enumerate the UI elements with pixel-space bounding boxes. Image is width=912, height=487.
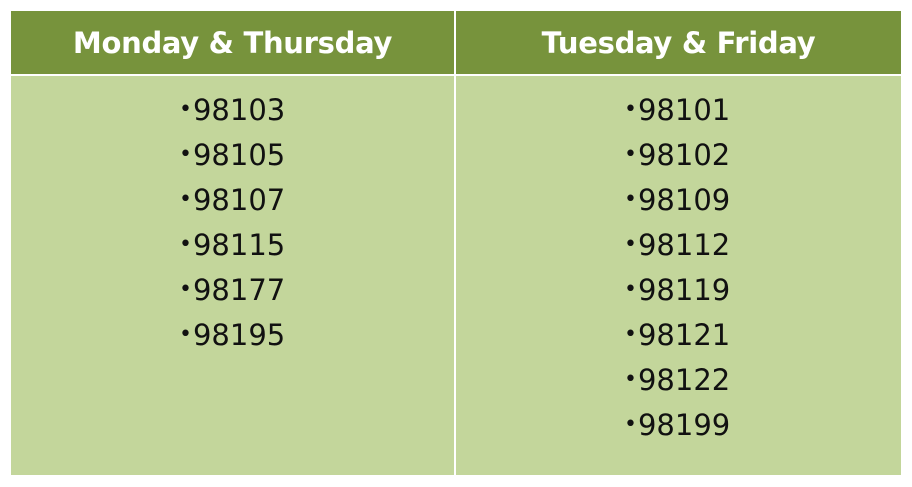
bullet-icon: • — [624, 277, 637, 302]
bullet-icon: • — [624, 187, 637, 212]
zip-code: 98112 — [637, 228, 731, 262]
list-item: •98102 — [624, 132, 730, 177]
bullet-icon: • — [179, 142, 192, 167]
list-item: •98121 — [624, 312, 730, 357]
list-item: •98119 — [624, 267, 730, 312]
list-item: •98101 — [624, 87, 730, 132]
zip-code-schedule-table: Monday & Thursday Tuesday & Friday •9810… — [11, 11, 901, 475]
zip-code: 98102 — [637, 138, 731, 172]
bullet-icon: • — [179, 322, 192, 347]
list-item: •98107 — [179, 177, 285, 222]
list-item: •98115 — [179, 222, 285, 267]
zip-code: 98119 — [637, 273, 731, 307]
zip-code: 98199 — [637, 408, 731, 442]
zip-code: 98103 — [192, 93, 286, 127]
list-item: •98112 — [624, 222, 730, 267]
zip-code: 98122 — [637, 363, 731, 397]
column-header-tuesday-friday: Tuesday & Friday — [456, 11, 901, 74]
zip-list-monday-thursday: •98103 •98105 •98107 •98115 •98177 •9819… — [179, 87, 285, 357]
bullet-icon: • — [179, 277, 192, 302]
zip-cell-tuesday-friday: •98101 •98102 •98109 •98112 •98119 •9812… — [456, 76, 901, 475]
bullet-icon: • — [624, 412, 637, 437]
list-item: •98122 — [624, 357, 730, 402]
zip-code: 98109 — [637, 183, 731, 217]
bullet-icon: • — [179, 232, 192, 257]
zip-code: 98177 — [192, 273, 286, 307]
list-item: •98195 — [179, 312, 285, 357]
bullet-icon: • — [179, 97, 192, 122]
bullet-icon: • — [624, 142, 637, 167]
list-item: •98103 — [179, 87, 285, 132]
column-header-monday-thursday: Monday & Thursday — [11, 11, 454, 74]
bullet-icon: • — [624, 367, 637, 392]
list-item: •98199 — [624, 402, 730, 447]
bullet-icon: • — [624, 97, 637, 122]
list-item: •98109 — [624, 177, 730, 222]
list-item: •98177 — [179, 267, 285, 312]
zip-code: 98101 — [637, 93, 731, 127]
bullet-icon: • — [624, 322, 637, 347]
list-item: •98105 — [179, 132, 285, 177]
bullet-icon: • — [179, 187, 192, 212]
zip-cell-monday-thursday: •98103 •98105 •98107 •98115 •98177 •9819… — [11, 76, 454, 475]
zip-code: 98107 — [192, 183, 286, 217]
zip-code: 98121 — [637, 318, 731, 352]
zip-code: 98105 — [192, 138, 286, 172]
bullet-icon: • — [624, 232, 637, 257]
zip-code: 98115 — [192, 228, 286, 262]
zip-code: 98195 — [192, 318, 286, 352]
zip-list-tuesday-friday: •98101 •98102 •98109 •98112 •98119 •9812… — [624, 87, 730, 447]
